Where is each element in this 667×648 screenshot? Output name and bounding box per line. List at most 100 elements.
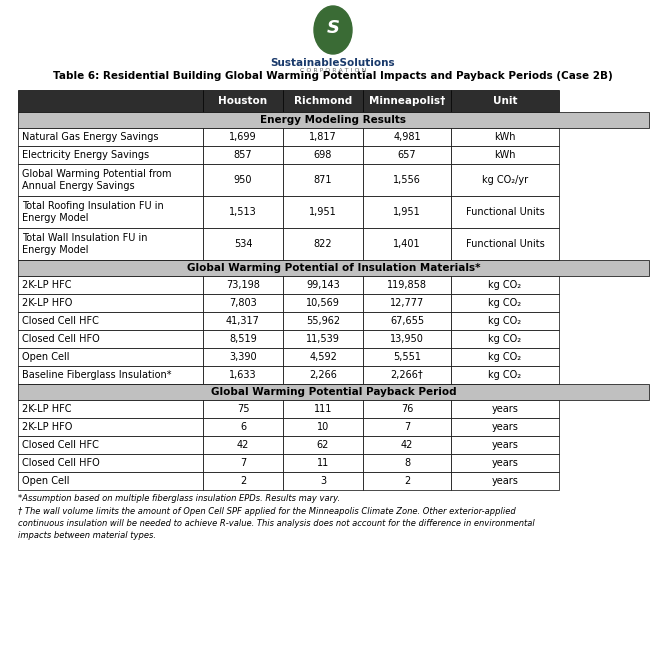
Bar xyxy=(363,146,451,164)
Bar xyxy=(451,330,559,348)
Text: 13,950: 13,950 xyxy=(390,334,424,344)
Bar xyxy=(18,90,203,112)
Bar xyxy=(18,146,203,164)
Text: 2K-LP HFO: 2K-LP HFO xyxy=(22,422,73,432)
Text: Baseline Fiberglass Insulation*: Baseline Fiberglass Insulation* xyxy=(22,370,171,380)
Bar xyxy=(283,312,363,330)
Text: 1,699: 1,699 xyxy=(229,132,257,142)
Text: 1,951: 1,951 xyxy=(393,207,421,217)
Bar xyxy=(203,454,283,472)
Bar xyxy=(283,164,363,196)
Bar xyxy=(203,276,283,294)
Bar xyxy=(363,418,451,436)
Text: kg CO₂: kg CO₂ xyxy=(488,280,522,290)
Bar xyxy=(451,294,559,312)
Text: *Assumption based on multiple fiberglass insulation EPDs. Results may vary.: *Assumption based on multiple fiberglass… xyxy=(18,494,340,503)
Bar xyxy=(18,312,203,330)
Text: Closed Cell HFC: Closed Cell HFC xyxy=(22,440,99,450)
Text: kWh: kWh xyxy=(494,132,516,142)
Text: 4,592: 4,592 xyxy=(309,352,337,362)
Text: 5,551: 5,551 xyxy=(393,352,421,362)
Text: 2K-LP HFC: 2K-LP HFC xyxy=(22,404,71,414)
Text: † The wall volume limits the amount of Open Cell SPF applied for the Minneapolis: † The wall volume limits the amount of O… xyxy=(18,507,535,540)
Bar xyxy=(18,128,203,146)
Bar xyxy=(203,164,283,196)
Text: 75: 75 xyxy=(237,404,249,414)
Bar xyxy=(203,330,283,348)
Bar xyxy=(363,228,451,260)
Bar xyxy=(451,400,559,418)
Bar xyxy=(18,366,203,384)
Text: 822: 822 xyxy=(313,239,332,249)
Text: S: S xyxy=(327,19,340,37)
Bar xyxy=(203,348,283,366)
Bar xyxy=(18,454,203,472)
Bar xyxy=(451,146,559,164)
Text: 4,981: 4,981 xyxy=(393,132,421,142)
Text: SustainableSolutions: SustainableSolutions xyxy=(271,58,396,68)
Text: Functional Units: Functional Units xyxy=(466,239,544,249)
Bar xyxy=(451,196,559,228)
Bar xyxy=(363,164,451,196)
Text: Global Warming Potential of Insulation Materials*: Global Warming Potential of Insulation M… xyxy=(187,263,480,273)
Bar xyxy=(203,294,283,312)
Text: 857: 857 xyxy=(233,150,252,160)
Text: 76: 76 xyxy=(401,404,413,414)
Bar xyxy=(203,146,283,164)
Bar xyxy=(203,436,283,454)
Bar xyxy=(283,366,363,384)
Bar xyxy=(283,472,363,490)
Text: Natural Gas Energy Savings: Natural Gas Energy Savings xyxy=(22,132,159,142)
Text: Electricity Energy Savings: Electricity Energy Savings xyxy=(22,150,149,160)
Text: 1,817: 1,817 xyxy=(309,132,337,142)
Bar xyxy=(283,418,363,436)
Text: kg CO₂: kg CO₂ xyxy=(488,316,522,326)
Bar xyxy=(18,348,203,366)
Text: 534: 534 xyxy=(233,239,252,249)
Bar xyxy=(363,90,451,112)
Bar xyxy=(283,294,363,312)
Bar xyxy=(363,330,451,348)
Bar xyxy=(18,384,649,400)
Bar xyxy=(283,436,363,454)
Bar xyxy=(451,312,559,330)
Bar xyxy=(18,228,203,260)
Text: C O R P O R A T I O N: C O R P O R A T I O N xyxy=(300,68,366,73)
Bar xyxy=(203,90,283,112)
Text: Richmond: Richmond xyxy=(294,96,352,106)
Bar xyxy=(451,418,559,436)
Text: 3,390: 3,390 xyxy=(229,352,257,362)
Bar xyxy=(203,128,283,146)
Text: 698: 698 xyxy=(313,150,332,160)
Bar xyxy=(451,228,559,260)
Bar xyxy=(363,196,451,228)
Text: Open Cell: Open Cell xyxy=(22,476,69,486)
Bar xyxy=(451,436,559,454)
Text: 2K-LP HFO: 2K-LP HFO xyxy=(22,298,73,308)
Text: 8,519: 8,519 xyxy=(229,334,257,344)
Text: Houston: Houston xyxy=(218,96,267,106)
Text: 73,198: 73,198 xyxy=(226,280,260,290)
Bar xyxy=(283,454,363,472)
Text: 12,777: 12,777 xyxy=(390,298,424,308)
Bar xyxy=(18,112,649,128)
Text: 8: 8 xyxy=(404,458,410,468)
Text: 1,556: 1,556 xyxy=(393,175,421,185)
Text: kg CO₂: kg CO₂ xyxy=(488,352,522,362)
Text: 41,317: 41,317 xyxy=(226,316,260,326)
Bar xyxy=(363,454,451,472)
Text: years: years xyxy=(492,422,518,432)
Bar xyxy=(283,330,363,348)
Text: years: years xyxy=(492,458,518,468)
Bar xyxy=(283,276,363,294)
Text: 950: 950 xyxy=(233,175,252,185)
Bar xyxy=(18,330,203,348)
Bar xyxy=(451,90,559,112)
Text: 42: 42 xyxy=(401,440,413,450)
Text: Energy Modeling Results: Energy Modeling Results xyxy=(261,115,406,125)
Bar xyxy=(451,348,559,366)
Text: Total Roofing Insulation FU in
Energy Model: Total Roofing Insulation FU in Energy Mo… xyxy=(22,201,164,223)
Bar xyxy=(283,128,363,146)
Bar xyxy=(18,400,203,418)
Text: 7: 7 xyxy=(404,422,410,432)
